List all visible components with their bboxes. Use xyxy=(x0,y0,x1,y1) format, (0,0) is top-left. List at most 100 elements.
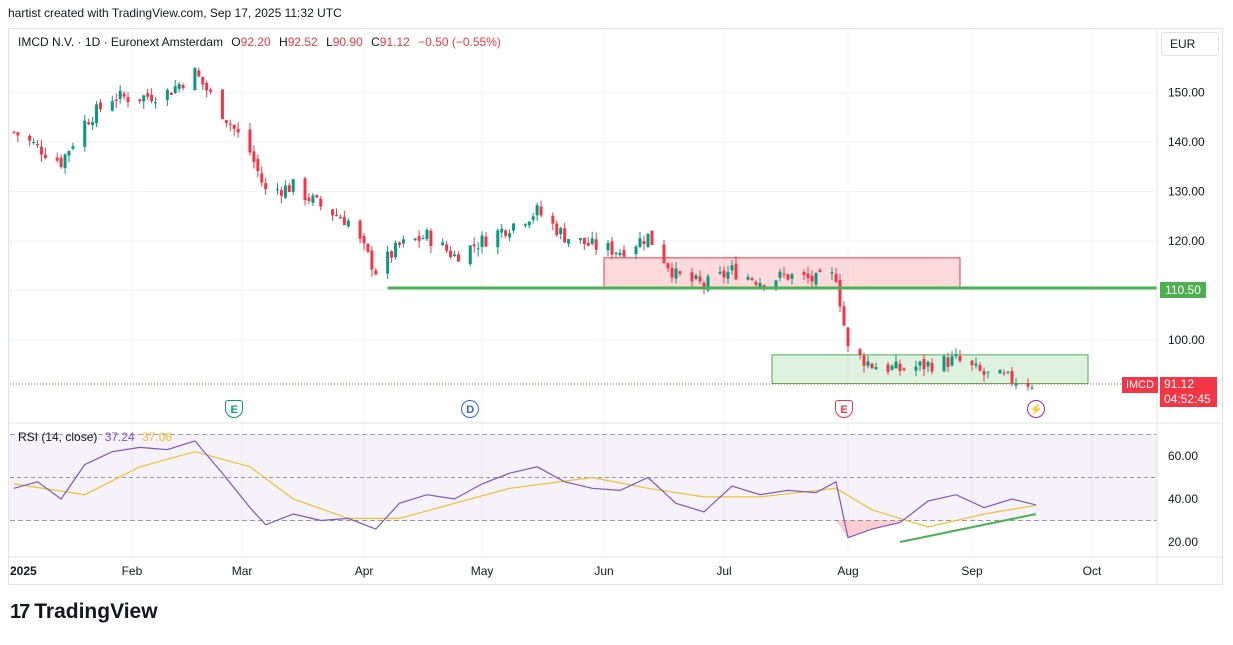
candle-body xyxy=(287,185,291,193)
candle-body xyxy=(146,93,150,97)
open-label: O xyxy=(231,35,241,49)
candle-body xyxy=(154,102,158,104)
candle-body xyxy=(496,230,500,248)
candle-body xyxy=(346,220,350,227)
candle-body xyxy=(1010,371,1014,383)
candle-body xyxy=(362,236,366,244)
candle-body xyxy=(374,270,378,275)
candle-body xyxy=(445,244,449,251)
candle-body xyxy=(1006,371,1010,373)
tradingview-logo-icon: 17 xyxy=(10,601,30,623)
candle-body xyxy=(236,128,240,133)
candle-body xyxy=(429,230,433,246)
candle-body xyxy=(311,195,315,203)
time-tick-label: Mar xyxy=(232,564,253,578)
resistance-zone xyxy=(603,257,961,288)
tradingview-logo-text: TradingView xyxy=(34,600,158,623)
candle-body xyxy=(197,70,201,77)
candles xyxy=(12,66,1034,391)
candle-body xyxy=(110,101,114,111)
candle-body xyxy=(646,233,650,247)
candle-body xyxy=(264,183,268,190)
candle-body xyxy=(456,254,460,262)
candle-body xyxy=(874,367,878,370)
rsi-ma-value: 37.06 xyxy=(142,430,173,444)
candle-body xyxy=(774,280,778,287)
candle-body xyxy=(71,146,75,149)
time-tick-label: May xyxy=(471,564,494,578)
candle-body xyxy=(670,267,674,278)
candle-body xyxy=(898,363,902,371)
earnings-icon[interactable]: E xyxy=(835,400,853,418)
candle-body xyxy=(39,146,43,155)
time-tick-label: Aug xyxy=(837,564,858,578)
earnings-icon[interactable]: E xyxy=(225,400,244,418)
candle-body xyxy=(401,239,405,244)
candle-body xyxy=(169,92,173,95)
time-tick-label: Jun xyxy=(594,564,613,578)
candle-body xyxy=(958,356,962,361)
candle-body xyxy=(417,236,421,241)
candle-body xyxy=(902,368,906,371)
split-icon[interactable]: ⚡ xyxy=(1027,400,1045,418)
candle-body xyxy=(165,89,169,100)
dividend-icon[interactable]: D xyxy=(461,400,480,418)
tradingview-logo[interactable]: 17 TradingView xyxy=(10,600,158,624)
candle-body xyxy=(390,251,394,258)
candle-body xyxy=(535,205,539,216)
rsi-line xyxy=(13,440,1037,539)
zones xyxy=(603,257,1089,385)
rsi-pane xyxy=(10,434,1157,543)
candle-body xyxy=(830,272,834,274)
candle-body xyxy=(232,125,236,129)
rsi-value: 37.24 xyxy=(104,430,135,444)
currency-selector[interactable]: EUR xyxy=(1161,32,1219,56)
candle-body xyxy=(734,263,738,280)
candle-body xyxy=(758,283,762,288)
candle-body xyxy=(95,104,99,124)
candle-body xyxy=(43,154,47,158)
price-tick-label: 140.00 xyxy=(1168,135,1205,149)
candle-body xyxy=(335,215,339,217)
candle-body xyxy=(590,238,594,244)
candle-body xyxy=(650,230,654,245)
candle-body xyxy=(1030,387,1034,389)
time-tick-label: 2025 xyxy=(10,564,37,578)
candle-body xyxy=(260,173,264,183)
rsi-ma-line xyxy=(13,451,1037,528)
candle-body xyxy=(67,150,71,156)
candle-body xyxy=(220,89,224,119)
candle-body xyxy=(838,279,842,307)
candle-body xyxy=(914,366,918,371)
candle-body xyxy=(138,99,142,102)
candle-body xyxy=(998,369,1002,374)
candle-body xyxy=(16,132,20,136)
candle-body xyxy=(366,243,370,252)
candle-body xyxy=(256,158,260,171)
candle-body xyxy=(606,242,610,251)
change-value: −0.50 (−0.55%) xyxy=(418,35,501,49)
time-tick-label: Sep xyxy=(961,564,983,578)
candle-body xyxy=(342,217,346,225)
rsi-oversold-fill xyxy=(836,520,900,538)
candle-body xyxy=(886,364,890,372)
candle-body xyxy=(291,179,295,192)
candle-body xyxy=(279,190,283,196)
candle-body xyxy=(954,354,958,357)
candle-body xyxy=(453,254,457,257)
candle-body xyxy=(970,360,974,366)
candle-body xyxy=(810,275,814,282)
candle-body xyxy=(126,97,130,102)
candle-body xyxy=(338,217,342,219)
chart-caption: hartist created with TradingView.com, Se… xyxy=(8,6,342,20)
chart-frame xyxy=(8,28,1223,585)
candle-body xyxy=(698,276,702,282)
candle-body xyxy=(894,361,898,369)
candle-body xyxy=(642,241,646,244)
candle-body xyxy=(762,285,766,287)
time-tick-label: Feb xyxy=(122,564,143,578)
candle-body xyxy=(786,274,790,280)
candle-body xyxy=(846,327,850,347)
candle-body xyxy=(586,242,590,246)
